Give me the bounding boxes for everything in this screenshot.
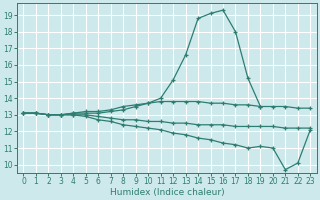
X-axis label: Humidex (Indice chaleur): Humidex (Indice chaleur) [109, 188, 224, 197]
